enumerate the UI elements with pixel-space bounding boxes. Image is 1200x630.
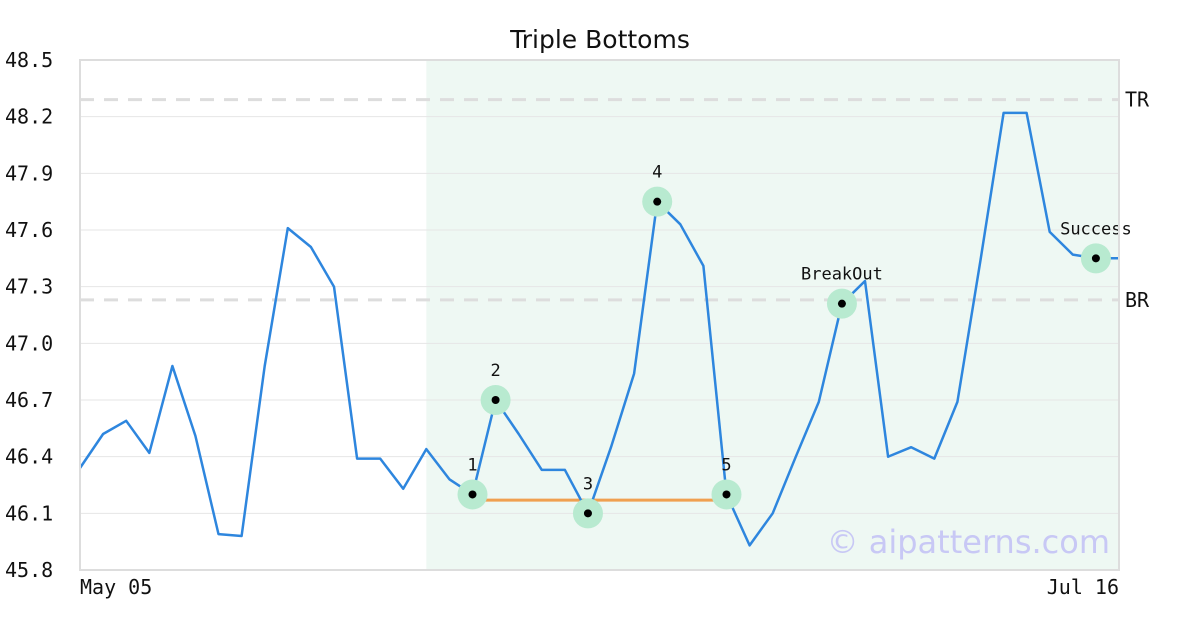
annotation-label-4: 4 — [652, 163, 662, 183]
annotation-label-2: 2 — [490, 361, 500, 381]
annotation-label-1: 1 — [467, 455, 477, 475]
y-tick-label: 46.4 — [5, 445, 53, 469]
y-tick-label: 48.2 — [5, 105, 53, 129]
y-tick-label: 47.0 — [5, 331, 53, 355]
level-label-br: BR — [1125, 288, 1150, 312]
y-tick-label: 46.7 — [5, 388, 53, 412]
level-label-tr: TR — [1125, 88, 1150, 112]
marker-point-3 — [583, 509, 592, 518]
y-tick-label: 46.1 — [5, 501, 53, 525]
x-tick-label-end: Jul 16 — [1047, 575, 1119, 599]
marker-point-success — [1091, 254, 1100, 263]
y-tick-label: 45.8 — [5, 558, 53, 582]
y-tick-label: 47.3 — [5, 275, 53, 299]
annotation-label-breakout: BreakOut — [801, 265, 883, 285]
y-tick-label: 48.5 — [5, 48, 53, 72]
annotation-label-3: 3 — [583, 474, 593, 494]
pattern-region — [426, 60, 1119, 570]
marker-point-4 — [653, 197, 662, 206]
y-tick-label: 47.6 — [5, 218, 53, 242]
marker-point-1 — [468, 490, 477, 499]
chart-title: Triple Bottoms — [509, 25, 690, 54]
plot-frame — [79, 59, 1120, 571]
marker-point-breakout — [837, 299, 846, 308]
x-tick-label-start: May 05 — [80, 575, 152, 599]
annotation-label-success: Success — [1060, 219, 1132, 239]
watermark: © aipatterns.com — [827, 523, 1110, 561]
y-tick-label: 47.9 — [5, 161, 53, 185]
marker-point-2 — [491, 396, 500, 404]
annotation-label-5: 5 — [721, 455, 731, 475]
price-line — [78, 111, 1119, 547]
marker-point-5 — [722, 490, 731, 499]
